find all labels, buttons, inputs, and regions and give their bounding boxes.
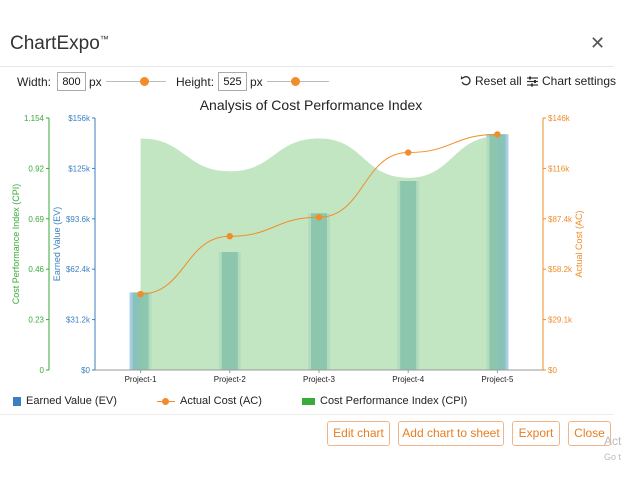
ac-point-2 (226, 233, 233, 240)
footer-divider (0, 414, 614, 415)
ac-axis-tick-label-5: $146k (548, 114, 571, 123)
chart-settings-label: Chart settings (542, 74, 617, 88)
ac-axis-title: Actual Cost (AC) (574, 210, 584, 277)
ac-axis-tick-label-3: $87.4k (548, 215, 573, 224)
x-tick-label-1: Project-1 (125, 375, 158, 384)
ac-axis-tick-label-4: $116k (548, 164, 570, 173)
chart-legend: Earned Value (EV) Actual Cost (AC) Cost … (0, 392, 624, 412)
chart-settings-button[interactable]: Chart settings (526, 74, 616, 88)
ev-axis-tick-label-4: $125k (68, 164, 91, 173)
ac-point-1 (137, 290, 144, 298)
ac-point-5 (494, 131, 501, 138)
cpi-chart: Analysis of Cost Performance Index 0 0.23 0… (11, 97, 584, 384)
ev-bar-overlap-5 (489, 134, 506, 370)
width-input[interactable] (57, 72, 86, 91)
sliders-icon (527, 76, 538, 87)
cpi-axis-tick-label-2: 0.46 (28, 265, 44, 274)
width-slider-track[interactable] (106, 81, 166, 82)
ev-axis-tick-label-5: $156k (68, 114, 91, 123)
ac-point-3 (315, 214, 323, 221)
legend-ev-swatch (13, 396, 21, 406)
app-title: ChartExpo™ (10, 33, 109, 54)
ev-axis-tick-label-2: $62.4k (66, 265, 91, 274)
legend-ev[interactable]: Earned Value (EV) (13, 395, 117, 407)
dialog-header: ChartExpo™ ✕ (0, 0, 624, 66)
legend-ac[interactable]: Actual Cost (AC) (157, 395, 262, 407)
height-input[interactable] (218, 72, 247, 91)
legend-cpi-label: Cost Performance Index (CPI) (320, 395, 468, 407)
cpi-axis-tick-label-3: 0.69 (28, 215, 44, 224)
height-label: Height: (176, 75, 215, 89)
legend-cpi[interactable]: Cost Performance Index (CPI) (302, 395, 467, 407)
x-tick-label-2: Project-2 (214, 375, 247, 384)
cpi-axis-tick-label-4: 0.92 (28, 164, 44, 173)
close-icon[interactable]: ✕ (590, 33, 606, 53)
edit-chart-button[interactable]: Edit chart (327, 421, 390, 446)
cpi-axis-tick-label-5: 1.154 (24, 114, 45, 123)
ev-bar-overlap-4 (400, 181, 417, 370)
ac-axis-tick-label-2: $58.2k (548, 265, 573, 274)
reset-icon (460, 76, 471, 86)
chart-title: Analysis of Cost Performance Index (200, 97, 423, 113)
x-tick-label-5: Project-5 (481, 375, 514, 384)
width-unit: px (89, 75, 102, 89)
legend-ac-label: Actual Cost (AC) (180, 395, 262, 407)
size-controls: Width: px Height: px Reset all Chart set… (0, 68, 624, 96)
reset-all-button[interactable]: Reset all (460, 74, 522, 88)
add-chart-to-sheet-button[interactable]: Add chart to sheet (398, 421, 504, 446)
close-button[interactable]: Close (568, 421, 611, 446)
legend-ev-label: Earned Value (EV) (26, 395, 117, 407)
activation-watermark-line1: Act (604, 434, 622, 448)
height-slider-thumb[interactable] (291, 77, 300, 86)
cpi-axis-tick-label-0: 0 (40, 366, 45, 375)
width-label: Width: (17, 75, 52, 89)
ac-point-4 (405, 149, 412, 156)
ev-axis-title: Earned Value (EV) (52, 207, 62, 281)
height-unit: px (250, 75, 263, 89)
x-tick-label-3: Project-3 (303, 375, 336, 384)
width-slider-thumb[interactable] (140, 77, 149, 86)
ev-bar-overlap-3 (311, 213, 327, 370)
cpi-axis-title: Cost Performance Index (CPI) (11, 184, 21, 305)
cpi-axis-tick-label-1: 0.23 (28, 316, 44, 325)
legend-cpi-swatch (302, 397, 315, 405)
x-tick-label-4: Project-4 (392, 375, 425, 384)
ev-axis-tick-label-0: $0 (81, 366, 90, 375)
ev-axis-tick-label-3: $93.6k (66, 215, 91, 224)
ac-axis-tick-label-1: $29.1k (548, 316, 573, 325)
ev-bar-overlap-2 (221, 252, 238, 370)
ac-axis-tick-label-0: $0 (548, 366, 557, 375)
legend-ac-swatch (157, 397, 175, 406)
ev-bar-overlap-1 (132, 292, 149, 370)
export-button[interactable]: Export (512, 421, 560, 446)
activation-watermark-line2: Go t (604, 452, 622, 462)
header-divider (0, 66, 614, 67)
reset-all-label: Reset all (475, 74, 522, 88)
ev-axis-tick-label-1: $31.2k (66, 316, 91, 325)
